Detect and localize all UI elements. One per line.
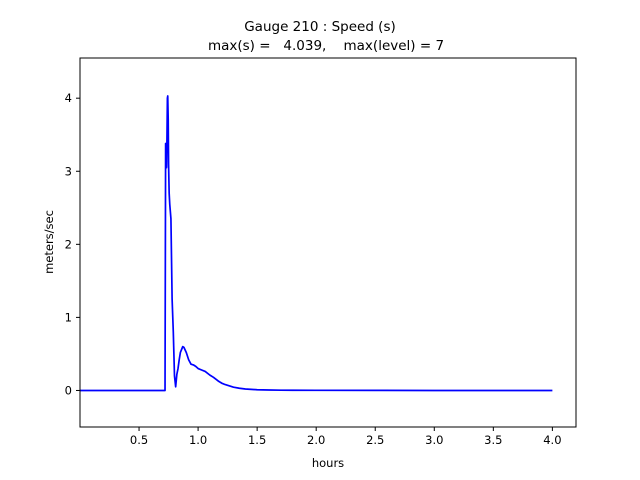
axis-ticks: 0.5 1.0 1.5 2.0 2.5 3.0 3.5 4.0 0 1 2 3 4: [65, 91, 562, 447]
y-tick-label: 3: [65, 164, 72, 178]
series-line: [80, 95, 553, 392]
x-tick-label: 3.5: [484, 433, 502, 447]
x-tick-label: 2.0: [307, 433, 325, 447]
y-tick-label: 4: [65, 91, 72, 105]
chart-subtitle: max(s) = 4.039, max(level) = 7: [208, 38, 444, 54]
plot-frame: [79, 57, 577, 428]
chart-title: Gauge 210 : Speed (s): [244, 19, 396, 35]
x-tick-label: 1.5: [248, 433, 266, 447]
y-tick-label: 2: [65, 237, 72, 251]
x-tick-label: 2.5: [366, 433, 384, 447]
x-tick-label: 0.5: [130, 433, 148, 447]
y-tick-label: 1: [65, 310, 72, 324]
plot-area: [80, 95, 553, 392]
x-tick-label: 4.0: [543, 433, 561, 447]
x-axis-label: hours: [312, 456, 344, 470]
x-tick-label: 3.0: [425, 433, 443, 447]
y-axis-label: meters/sec: [42, 210, 56, 274]
y-tick-label: 0: [65, 383, 72, 397]
x-tick-label: 1.0: [189, 433, 207, 447]
